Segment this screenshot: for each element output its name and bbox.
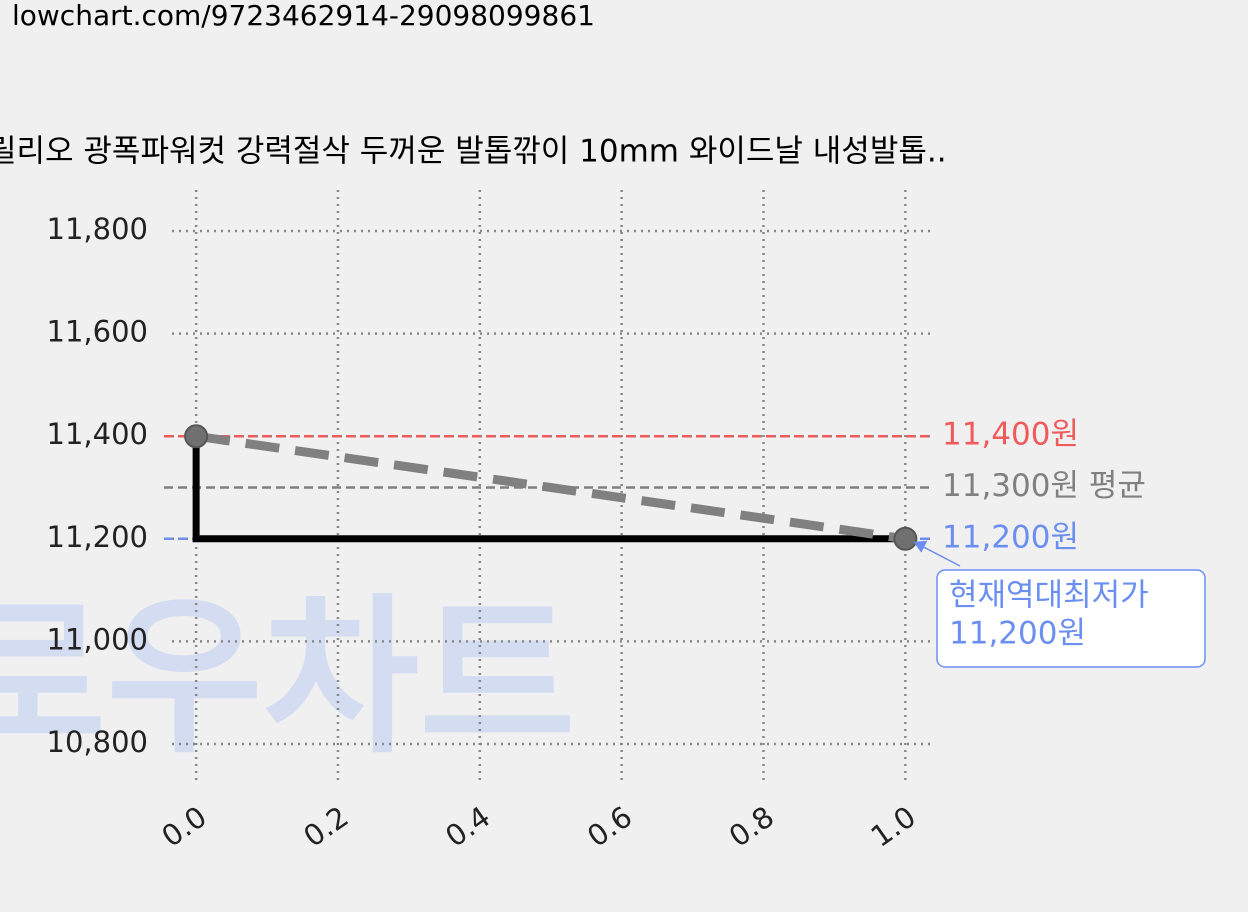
point-marker xyxy=(184,424,209,449)
annotation-text: 11,200원 xyxy=(949,616,1086,652)
y-tick-label: 11,800 xyxy=(47,212,148,246)
reference-label: 11,300원 평균 xyxy=(942,468,1146,504)
annotation-box xyxy=(936,569,1206,668)
y-tick-label: 11,200 xyxy=(47,520,148,554)
url: lowchart.com/9723462914-29098099861 xyxy=(12,0,595,32)
y-tick-label: 11,000 xyxy=(47,622,148,656)
annotation-arrow xyxy=(918,544,961,567)
annotation-arrowhead xyxy=(913,540,928,553)
series-line xyxy=(192,436,906,543)
y-tick-label: 11,400 xyxy=(47,417,148,451)
reference-label: 11,200원 xyxy=(942,519,1079,555)
annotation-text: 현재역대최저가 xyxy=(949,578,1149,614)
point-marker xyxy=(893,526,918,551)
chart-title: 릴리오 광폭파워컷 강력절삭 두꺼운 발톱깎이 10mm 와이드날 내성발톱.. xyxy=(0,134,947,170)
reference-label: 11,400원 xyxy=(942,417,1079,453)
y-tick-label: 11,600 xyxy=(47,315,148,349)
series-line xyxy=(195,431,906,544)
y-tick-label: 10,800 xyxy=(47,725,148,759)
